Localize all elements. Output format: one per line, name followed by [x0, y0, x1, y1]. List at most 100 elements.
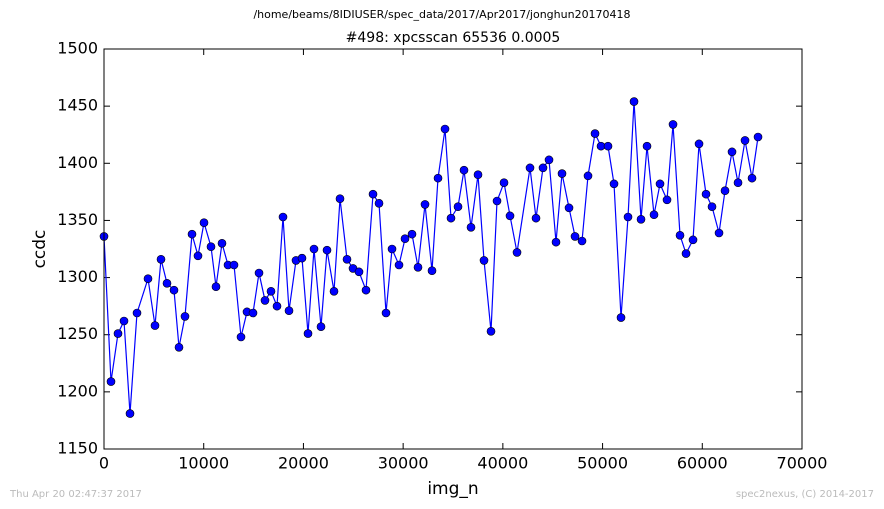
- data-point: [361, 285, 371, 295]
- data-point: [609, 179, 619, 189]
- footer-right: spec2nexus, (C) 2014-2017: [736, 489, 874, 500]
- data-point: [303, 329, 313, 338]
- data-point: [427, 266, 437, 276]
- data-point: [538, 163, 548, 173]
- data-point: [512, 248, 522, 257]
- data-point: [297, 253, 307, 263]
- data-point: [753, 132, 763, 142]
- data-point: [229, 260, 239, 270]
- x-tick-label: 0: [99, 454, 109, 473]
- data-point: [681, 249, 691, 258]
- data-point: [272, 301, 282, 311]
- data-point: [440, 124, 450, 134]
- data-point: [694, 139, 704, 149]
- data-point: [707, 202, 717, 212]
- y-tick-label: 1250: [57, 324, 98, 343]
- x-tick-label: 40000: [477, 454, 528, 473]
- data-point: [453, 202, 463, 212]
- data-point: [525, 163, 535, 173]
- y-axis-label: ccdc: [30, 230, 50, 269]
- data-point: [727, 147, 737, 157]
- data-point: [590, 129, 600, 138]
- data-point: [169, 285, 179, 295]
- y-tick-label: 1200: [57, 381, 98, 400]
- data-point: [570, 232, 580, 241]
- data-point: [143, 274, 153, 284]
- footer-left: Thu Apr 20 02:47:37 2017: [9, 489, 142, 500]
- data-point: [342, 254, 352, 264]
- suptitle: /home/beams/8IDIUSER/spec_data/2017/Apr2…: [253, 8, 630, 21]
- y-tick-label: 1350: [57, 210, 98, 229]
- data-point: [655, 179, 665, 189]
- data-point: [531, 213, 541, 223]
- data-point: [278, 212, 288, 222]
- data-point: [668, 120, 678, 129]
- data-point: [433, 173, 443, 183]
- data-point: [248, 308, 258, 318]
- data-point: [322, 245, 332, 255]
- data-point: [544, 155, 554, 165]
- data-point: [316, 322, 326, 332]
- data-point: [374, 198, 384, 208]
- data-point: [479, 256, 489, 265]
- data-point: [174, 342, 184, 352]
- data-point: [354, 267, 364, 277]
- data-point: [254, 268, 264, 278]
- data-point: [413, 262, 423, 272]
- data-point: [616, 313, 626, 322]
- data-point: [459, 165, 469, 175]
- x-tick-label: 60000: [677, 454, 728, 473]
- data-point: [236, 332, 246, 342]
- data-point: [400, 234, 410, 244]
- data-point: [623, 212, 633, 222]
- data-point: [740, 136, 750, 145]
- x-tick-label: 50000: [577, 454, 628, 473]
- data-point: [180, 312, 190, 321]
- data-point: [407, 229, 417, 239]
- data-point: [603, 141, 613, 151]
- data-point: [733, 178, 743, 188]
- data-point: [113, 329, 123, 338]
- x-tick-label: 10000: [178, 454, 229, 473]
- data-point: [473, 170, 483, 180]
- data-point: [714, 228, 724, 238]
- data-point: [368, 189, 378, 199]
- x-tick-label: 20000: [278, 454, 329, 473]
- data-point: [466, 222, 476, 232]
- data-point: [387, 244, 397, 254]
- chart-title: #498: xpcsscan 65536 0.0005: [346, 30, 561, 46]
- data-point: [688, 235, 698, 245]
- data-point: [649, 210, 659, 220]
- data-point: [662, 195, 672, 205]
- y-tick-label: 1500: [57, 39, 98, 58]
- y-tick-label: 1450: [57, 96, 98, 115]
- data-point: [335, 194, 345, 204]
- data-point: [720, 186, 730, 196]
- data-point: [505, 211, 515, 221]
- data-point: [381, 308, 391, 318]
- data-point: [492, 196, 502, 206]
- data-point: [156, 254, 166, 264]
- data-point: [162, 278, 172, 288]
- data-point: [329, 286, 339, 296]
- x-axis-label: img_n: [427, 479, 478, 499]
- data-point: [193, 251, 203, 261]
- data-point: [150, 321, 160, 330]
- data-point: [747, 173, 757, 183]
- data-point: [642, 141, 652, 151]
- data-point: [675, 230, 685, 240]
- data-point: [577, 236, 587, 246]
- data-point: [187, 229, 197, 239]
- x-tick-label: 30000: [378, 454, 429, 473]
- data-point: [284, 306, 294, 316]
- data-point: [701, 189, 711, 199]
- plot-frame: [103, 48, 803, 450]
- x-tick-label: 70000: [777, 454, 828, 473]
- data-point: [551, 237, 561, 247]
- y-tick-label: 1150: [57, 439, 98, 458]
- data-point: [125, 409, 135, 418]
- data-point: [499, 178, 509, 188]
- data-point: [420, 200, 430, 209]
